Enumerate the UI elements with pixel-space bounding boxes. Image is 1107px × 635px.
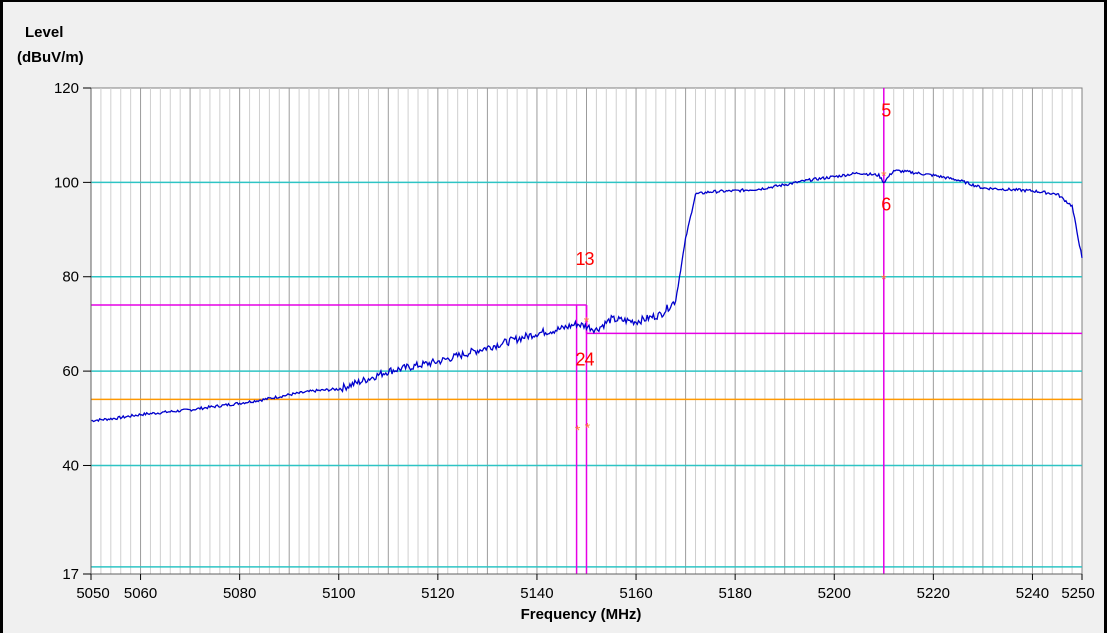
marker-point-1: * — [575, 422, 581, 438]
x-axis-title: Frequency (MHz) — [521, 606, 642, 623]
y-tick-label: 60 — [62, 363, 79, 380]
x-tick-label: 5100 — [322, 585, 355, 602]
x-tick-label: 5220 — [917, 585, 950, 602]
marker-point-5: * — [881, 271, 887, 287]
x-tick-label: 5050 — [76, 585, 109, 602]
y-axis-title-line2: (dBuV/m) — [17, 49, 84, 66]
x-tick-label: 5080 — [223, 585, 256, 602]
marker-label-5: 5 — [881, 100, 891, 120]
x-tick-label: 5120 — [421, 585, 454, 602]
x-tick-label: 5140 — [520, 585, 553, 602]
marker-label-4: 4 — [584, 349, 594, 369]
y-tick-label: 80 — [62, 269, 79, 286]
y-tick-label: 100 — [54, 174, 79, 191]
x-tick-label: 5200 — [818, 585, 851, 602]
data-trace — [90, 169, 1083, 423]
y-axis-title-line1: Level — [25, 24, 63, 41]
marker-point-4: * — [881, 167, 887, 183]
emission-chart: Level (dBuV/m) Frequency (MHz) * ****1324… — [17, 24, 1095, 623]
x-tick-label: 5240 — [1016, 585, 1049, 602]
y-tick-label: 40 — [62, 457, 79, 474]
marker-label-3: 3 — [584, 249, 594, 269]
marker-point-3: * — [584, 314, 590, 330]
y-tick-label: 120 — [54, 80, 79, 97]
marker-label-1: 1 — [576, 249, 586, 269]
x-tick-label: 5060 — [124, 585, 157, 602]
x-tick-label: 5160 — [619, 585, 652, 602]
x-tick-label: 5250 — [1061, 585, 1094, 602]
marker-label-6: 6 — [881, 195, 891, 215]
x-tick-label: 5180 — [718, 585, 751, 602]
marker-point-2: * — [585, 420, 591, 436]
y-tick-label: 17 — [62, 566, 79, 583]
marker-label-2: 2 — [576, 349, 586, 369]
